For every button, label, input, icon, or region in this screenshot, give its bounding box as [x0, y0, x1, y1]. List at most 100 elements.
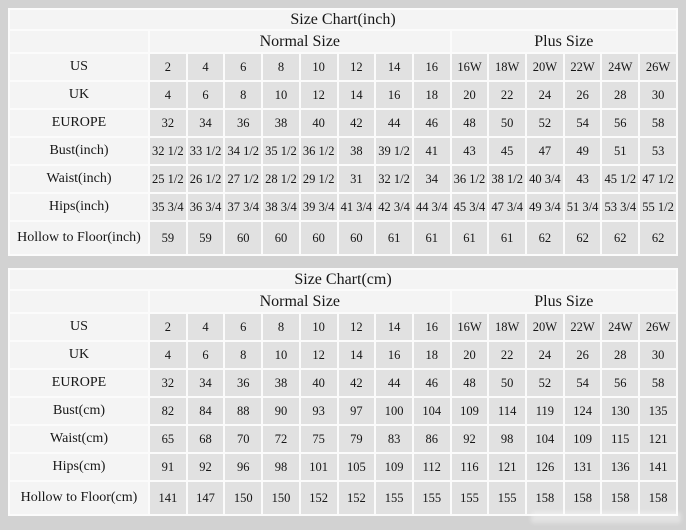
row-label: Hips(cm) [10, 454, 148, 480]
data-cell: 16 [376, 342, 412, 368]
data-cell: 121 [489, 454, 526, 480]
data-cell: 158 [527, 482, 563, 514]
data-cell: 16 [413, 314, 450, 340]
data-cell: 18W [489, 54, 526, 80]
data-cell: 16 [413, 54, 450, 80]
data-cell: 6 [187, 82, 224, 108]
data-cell: 4 [150, 82, 186, 108]
data-cell: 2 [150, 314, 186, 340]
data-cell: 98 [263, 454, 299, 480]
data-cell: 12 [338, 314, 375, 340]
data-cell: 16W [451, 54, 488, 80]
data-cell: 42 3/4 [376, 194, 412, 220]
row-label: EUROPE [10, 110, 148, 136]
data-cell: 50 [489, 370, 526, 396]
data-cell: 4 [187, 54, 224, 80]
data-cell: 60 [263, 222, 299, 254]
data-cell: 53 [640, 138, 676, 164]
data-cell: 41 3/4 [338, 194, 375, 220]
data-cell: 44 3/4 [413, 194, 450, 220]
data-cell: 22 [489, 82, 526, 108]
table-row: Hollow to Floor(inch) 59 59 60 60 60 60 61 61 61 6… [10, 222, 676, 254]
data-cell: 12 [338, 54, 375, 80]
data-cell: 39 1/2 [376, 138, 412, 164]
data-cell: 20 [451, 342, 488, 368]
data-cell: 83 [376, 426, 412, 452]
data-cell: 10 [300, 314, 337, 340]
data-cell: 109 [376, 454, 412, 480]
data-cell: 28 [602, 342, 639, 368]
table-row: UK 4 6 8 10 12 14 16 18 20 22 24 26 28 30 [10, 82, 676, 108]
data-cell: 12 [300, 82, 337, 108]
data-cell: 45 3/4 [451, 194, 488, 220]
data-cell: 38 [338, 138, 375, 164]
data-cell: 38 [263, 370, 299, 396]
row-label: Hips(inch) [10, 194, 148, 220]
data-cell: 105 [338, 454, 375, 480]
row-label: Hollow to Floor(cm) [10, 482, 148, 514]
column-group-row: Normal Size Plus Size [10, 31, 676, 52]
data-cell: 12 [300, 342, 337, 368]
data-cell: 126 [527, 454, 563, 480]
data-cell: 6 [225, 54, 262, 80]
data-cell: 36 [225, 110, 262, 136]
data-cell: 54 [564, 110, 601, 136]
data-cell: 8 [263, 314, 299, 340]
table-row: Hollow to Floor(cm) 141 147 150 150 152 152 155… [10, 482, 676, 514]
data-cell: 84 [187, 398, 224, 424]
data-cell: 32 1/2 [150, 138, 186, 164]
data-cell: 61 [489, 222, 526, 254]
table-title: Size Chart(cm) [10, 270, 676, 289]
row-label: EUROPE [10, 370, 148, 396]
data-cell: 59 [187, 222, 224, 254]
column-group-row: Normal Size Plus Size [10, 291, 676, 312]
data-cell: 135 [640, 398, 676, 424]
data-cell: 38 1/2 [489, 166, 526, 192]
data-cell: 121 [640, 426, 676, 452]
data-cell: 44 [376, 110, 412, 136]
data-cell: 75 [300, 426, 337, 452]
data-cell: 112 [413, 454, 450, 480]
data-cell: 14 [376, 54, 412, 80]
data-cell: 28 [602, 82, 639, 108]
data-cell: 104 [527, 426, 563, 452]
data-cell: 45 1/2 [602, 166, 639, 192]
data-cell: 50 [489, 110, 526, 136]
data-cell: 26 [564, 342, 601, 368]
data-cell: 155 [489, 482, 526, 514]
data-cell: 54 [564, 370, 601, 396]
data-cell: 158 [640, 482, 676, 514]
corner-cell [10, 31, 148, 52]
data-cell: 34 1/2 [225, 138, 262, 164]
data-cell: 56 [602, 370, 639, 396]
table-title-row: Size Chart(inch) [10, 10, 676, 29]
data-cell: 116 [451, 454, 488, 480]
data-cell: 62 [640, 222, 676, 254]
data-cell: 10 [263, 82, 299, 108]
data-cell: 141 [150, 482, 186, 514]
data-cell: 36 1/2 [451, 166, 488, 192]
table-row: US 2 4 6 8 10 12 14 16 16W 18W 20W 22W 24W 26W [10, 54, 676, 80]
table-row: US 2 4 6 8 10 12 14 16 16W 18W 20W 22W 24W 26W [10, 314, 676, 340]
table-row: Hips(cm) 91 92 96 98 101 105 109 112 116 121 126 131… [10, 454, 676, 480]
data-cell: 33 1/2 [187, 138, 224, 164]
data-cell: 8 [225, 82, 262, 108]
data-cell: 2 [150, 54, 186, 80]
table-row: EUROPE 32 34 36 38 40 42 44 46 48 50 52 54 56 58 [10, 370, 676, 396]
data-cell: 55 1/2 [640, 194, 676, 220]
data-cell: 24 [527, 342, 563, 368]
data-cell: 16 [376, 82, 412, 108]
data-cell: 4 [187, 314, 224, 340]
data-cell: 39 3/4 [300, 194, 337, 220]
data-cell: 32 1/2 [376, 166, 412, 192]
data-cell: 26W [640, 314, 676, 340]
data-cell: 36 3/4 [187, 194, 224, 220]
data-cell: 70 [225, 426, 262, 452]
data-cell: 49 3/4 [527, 194, 563, 220]
data-cell: 43 [451, 138, 488, 164]
data-cell: 124 [564, 398, 601, 424]
data-cell: 6 [225, 314, 262, 340]
row-label: US [10, 314, 148, 340]
data-cell: 29 1/2 [300, 166, 337, 192]
data-cell: 26W [640, 54, 676, 80]
